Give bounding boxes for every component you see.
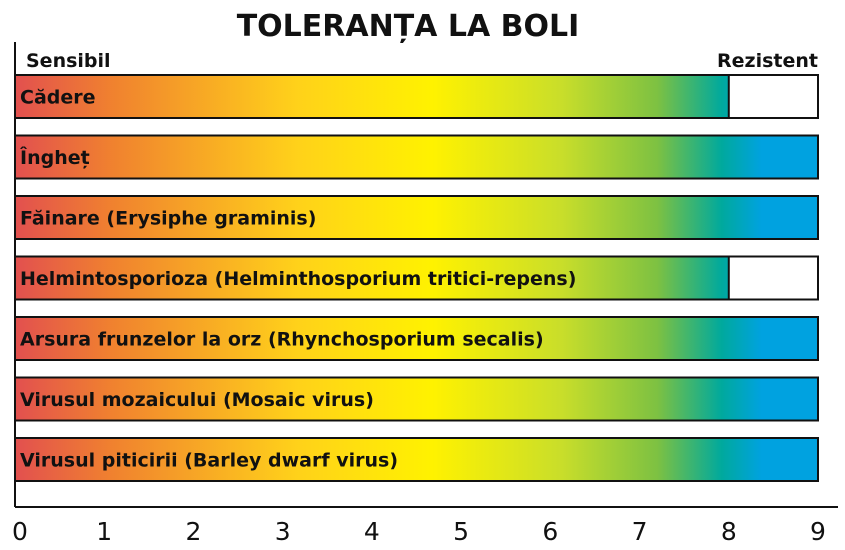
bar — [14, 74, 730, 119]
bar-label: Cădere — [20, 87, 96, 109]
x-tick-label: 2 — [185, 517, 201, 546]
x-tick-label: 1 — [96, 517, 112, 546]
x-axis: 0 1 2 3 4 5 6 7 8 9 — [12, 42, 838, 546]
bar-label: Virusul mozaicului (Mosaic virus) — [20, 389, 374, 411]
bar-label: Făinare (Erysiphe graminis) — [20, 208, 316, 230]
chart-title: TOLERANȚA LA BOLI — [237, 9, 580, 44]
x-tick-label: 8 — [721, 517, 737, 546]
bar-label: Helmintosporioza (Helminthosporium triti… — [20, 268, 576, 290]
bar-label: Arsura frunzelor la orz (Rhynchosporium … — [20, 329, 544, 351]
x-tick-label: 0 — [12, 517, 28, 546]
x-tick-label: 9 — [810, 517, 826, 546]
resistant-label: Rezistent — [717, 50, 818, 72]
x-tick-label: 6 — [542, 517, 558, 546]
x-tick-label: 4 — [364, 517, 380, 546]
bar-label: Îngheț — [20, 146, 90, 169]
x-tick-label: 3 — [275, 517, 291, 546]
x-tick-label: 7 — [632, 517, 648, 546]
bar — [14, 437, 819, 482]
sensitive-label: Sensibil — [26, 50, 111, 72]
bars-group: Cădere Îngheț Făinare (Erysiphe graminis) H… — [14, 74, 819, 482]
bar-label: Virusul piticirii (Barley dwarf virus) — [20, 450, 398, 472]
bar — [14, 195, 819, 240]
bar — [14, 134, 819, 180]
x-tick-label: 5 — [453, 517, 469, 546]
bar — [14, 376, 819, 422]
